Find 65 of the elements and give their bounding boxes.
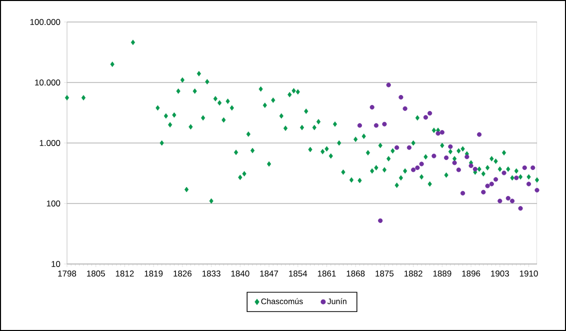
y-tick-label: 10.000 xyxy=(35,79,60,86)
point xyxy=(415,165,420,170)
x-tick-label: 1833 xyxy=(202,270,220,277)
point xyxy=(460,190,466,196)
legend-label: Chascomús xyxy=(261,298,303,304)
x-tick-label: 1798 xyxy=(58,270,76,277)
y-tick-label: 100 xyxy=(46,200,60,206)
x-tick-label: 1896 xyxy=(462,270,480,277)
x-tick-label: 1812 xyxy=(116,270,134,277)
point xyxy=(489,182,494,186)
point xyxy=(357,123,362,128)
point xyxy=(419,162,424,166)
x-tick-label: 1910 xyxy=(520,270,538,277)
point xyxy=(411,168,416,172)
point xyxy=(493,177,498,182)
y-tick-label: 1.000 xyxy=(40,140,60,146)
point xyxy=(444,155,449,160)
point xyxy=(402,106,408,111)
legend-label: Junín xyxy=(327,298,346,304)
point xyxy=(448,144,453,149)
x-tick-label: 1903 xyxy=(491,270,509,277)
x-tick-label: 1819 xyxy=(144,270,163,277)
point xyxy=(526,182,532,186)
point xyxy=(476,132,482,137)
point xyxy=(398,94,404,100)
point xyxy=(382,122,387,126)
point xyxy=(522,165,527,170)
point xyxy=(510,198,515,204)
point xyxy=(518,206,523,211)
point xyxy=(485,184,490,188)
point xyxy=(481,190,486,194)
x-tick-label: 1875 xyxy=(376,270,394,277)
point xyxy=(468,163,474,168)
point xyxy=(472,166,478,172)
point xyxy=(378,218,383,223)
point xyxy=(534,188,540,192)
point xyxy=(452,160,457,166)
x-tick-label: 1882 xyxy=(404,270,422,277)
point xyxy=(498,198,502,204)
x-tick-label: 1805 xyxy=(87,270,105,277)
point xyxy=(530,165,536,170)
x-tick-label: 1826 xyxy=(174,270,192,277)
y-tick-label: 100.000 xyxy=(30,19,60,26)
x-tick-label: 1889 xyxy=(433,270,452,277)
x-tick-label: 1847 xyxy=(260,270,278,277)
point xyxy=(386,82,391,88)
point xyxy=(506,196,510,201)
x-tick-label: 1868 xyxy=(346,270,365,277)
y-tick-label: 10 xyxy=(52,260,60,267)
point xyxy=(464,154,470,160)
point xyxy=(374,123,379,128)
point xyxy=(436,131,440,136)
x-tick-label: 1861 xyxy=(318,270,336,277)
point xyxy=(502,170,506,176)
point xyxy=(423,115,428,120)
point xyxy=(406,145,412,150)
point xyxy=(370,104,374,110)
x-tick-label: 1840 xyxy=(231,270,250,277)
x-tick-label: 1854 xyxy=(289,270,308,277)
point xyxy=(456,168,461,172)
point xyxy=(432,154,436,158)
point xyxy=(428,110,432,116)
point xyxy=(440,130,444,135)
point xyxy=(394,145,400,150)
point xyxy=(514,176,519,180)
